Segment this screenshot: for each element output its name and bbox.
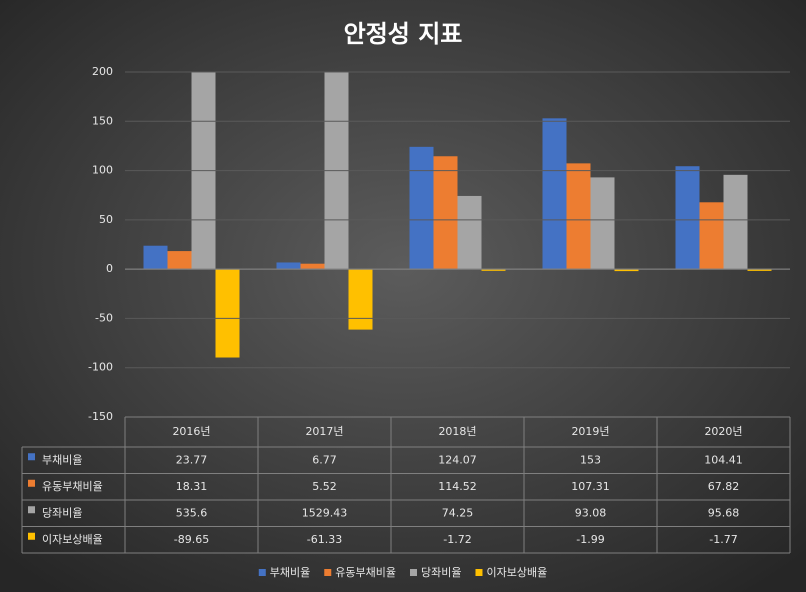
bar [590, 177, 615, 270]
table-value: -1.72 [443, 533, 471, 546]
bar [276, 262, 301, 270]
x-tick-label: 2017년 [305, 425, 343, 438]
table-value: 153 [580, 453, 601, 466]
table-value: 18.31 [176, 480, 208, 493]
bar [566, 163, 591, 270]
y-tick-label: -150 [88, 410, 113, 423]
x-tick-label: 2016년 [172, 425, 210, 438]
table-value: 107.31 [571, 480, 610, 493]
legend-label: 이자보상배율 [486, 566, 547, 579]
table-value: -89.65 [174, 533, 209, 546]
bar [215, 269, 240, 358]
legend-label: 당좌비율 [421, 566, 461, 579]
bar [723, 174, 748, 270]
x-tick-label: 2019년 [571, 425, 609, 438]
table-value: -1.99 [576, 533, 604, 546]
legend-key [324, 569, 332, 576]
bar [699, 202, 724, 270]
table-value: 6.77 [312, 453, 337, 466]
bar [481, 269, 506, 271]
table-legend-key [28, 453, 35, 461]
y-tick-label: 150 [92, 114, 113, 127]
legend-label: 부채비율 [270, 566, 310, 579]
table-value: 124.07 [438, 453, 477, 466]
table-value: 95.68 [708, 506, 740, 519]
bar [542, 118, 567, 270]
table-value: 1529.43 [302, 506, 348, 519]
table-value: 5.52 [312, 480, 337, 493]
bar [300, 263, 325, 270]
bar [457, 195, 482, 270]
chart-title: 안정성 지표 [344, 20, 463, 48]
y-tick-label: -50 [95, 311, 113, 324]
table-value: 535.6 [176, 506, 208, 519]
table-legend-key [28, 506, 35, 514]
table-row-label: 유동부채비율 [42, 480, 103, 493]
table-value: -61.33 [307, 533, 342, 546]
table-legend-key [28, 532, 35, 540]
y-tick-label: 0 [106, 262, 113, 275]
table-value: -1.77 [709, 533, 737, 546]
x-tick-label: 2018년 [438, 425, 476, 438]
bar [747, 269, 772, 271]
table-row-label: 당좌비율 [42, 506, 82, 519]
x-tick-label: 2020년 [704, 425, 742, 438]
legend-key [258, 569, 266, 576]
legend-key [410, 569, 417, 576]
y-tick-label: 200 [92, 65, 113, 78]
y-tick-label: 50 [99, 213, 113, 226]
bar [143, 245, 168, 270]
bar [409, 146, 434, 270]
bar [614, 269, 639, 272]
bar [675, 166, 700, 270]
legend-label: 유동부채비율 [335, 566, 396, 579]
bar [433, 156, 458, 270]
table-value: 114.52 [438, 480, 477, 493]
table-value: 23.77 [176, 453, 208, 466]
table-legend-key [28, 479, 35, 487]
bar [348, 269, 373, 330]
table-value: 104.41 [704, 453, 743, 466]
table-row-label: 부채비율 [42, 453, 82, 466]
y-tick-label: -100 [88, 361, 113, 374]
bar [167, 251, 192, 270]
table-value: 74.25 [442, 506, 474, 519]
table-value: 67.82 [708, 480, 740, 493]
table-row-label: 이자보상배율 [42, 533, 103, 546]
legend-key [475, 569, 483, 576]
table-value: 93.08 [575, 506, 607, 519]
y-tick-label: 100 [92, 164, 113, 177]
